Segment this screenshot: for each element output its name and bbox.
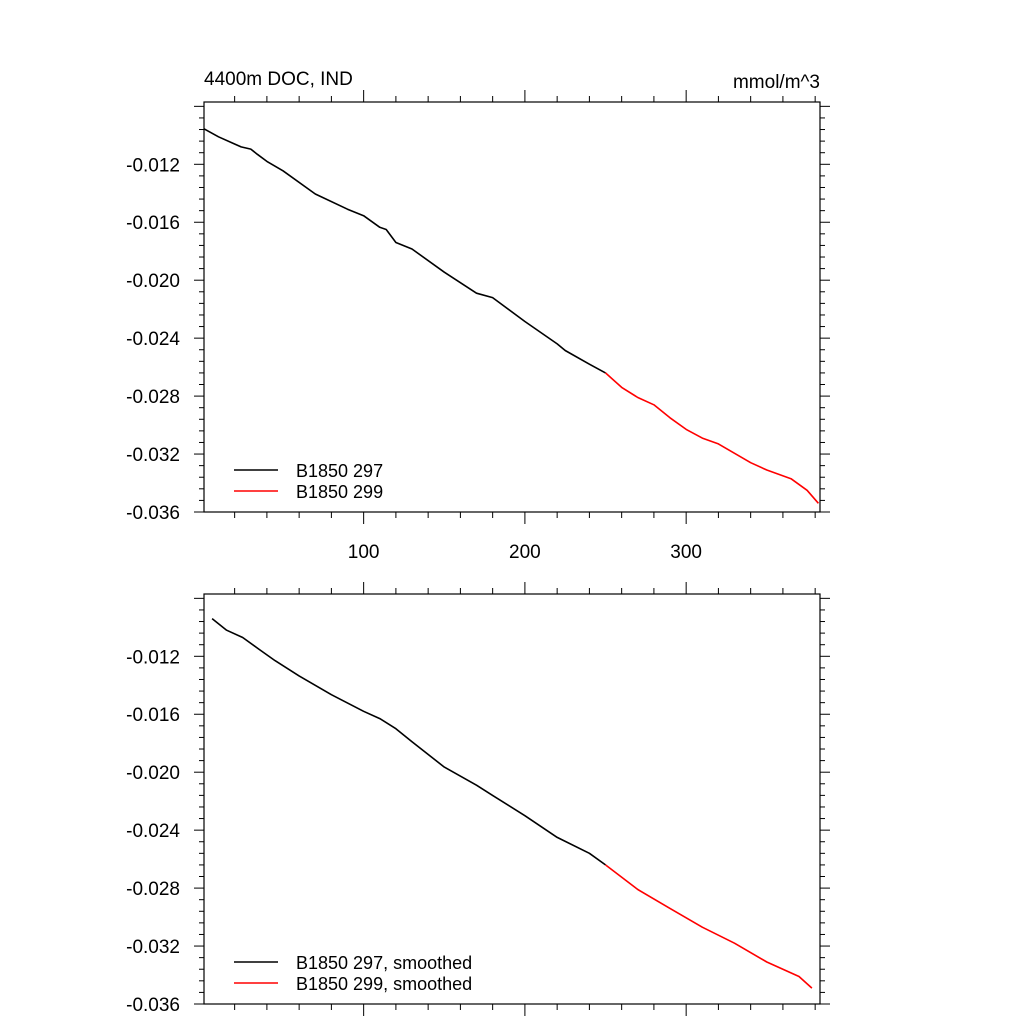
y-tick-label: -0.016	[126, 705, 180, 726]
y-tick-label: -0.024	[126, 821, 180, 842]
tick-marks	[194, 582, 830, 1016]
y-tick-label: -0.028	[126, 879, 180, 900]
y-tick-label: -0.036	[126, 995, 180, 1016]
y-tick-label: -0.032	[126, 445, 180, 466]
top-panel: 4400m DOC, IND mmol/m^3 -0.012-0.016-0.0…	[126, 69, 830, 563]
series-line-2	[605, 864, 813, 989]
series-line-2	[604, 372, 820, 504]
y-tick-label: -0.016	[126, 213, 180, 234]
legend-label: B1850 299	[296, 482, 383, 502]
tick-labels: -0.012 -0.016 -0.020 -0.024 -0.028 -0.032 -0.0…	[126, 647, 180, 1016]
legend-label: B1850 297	[296, 461, 383, 481]
x-tick-label: 100	[348, 542, 380, 563]
x-tick-label: 300	[670, 542, 702, 563]
y-tick-label: -0.012	[126, 647, 180, 668]
series-line-1	[203, 128, 606, 374]
bottom-panel: -0.012 -0.016 -0.020 -0.024 -0.028 -0.032 -0.0…	[126, 582, 830, 1016]
legend-label: B1850 299, smoothed	[296, 974, 472, 994]
tick-labels: -0.012 -0.016 -0.020 -0.024 -0.028 -0.032 -0.0…	[126, 155, 702, 563]
series-lines	[203, 128, 820, 504]
panel-title-right: mmol/m^3	[733, 72, 820, 93]
y-tick-label: -0.036	[126, 503, 180, 524]
tick-marks	[194, 90, 830, 524]
x-tick-label: 200	[509, 542, 541, 563]
y-tick-label: -0.020	[126, 763, 180, 784]
plot-frame	[203, 593, 821, 1005]
y-tick-label: -0.012	[126, 155, 180, 176]
series-line-1	[211, 617, 606, 866]
y-tick-label: -0.024	[126, 329, 180, 350]
y-tick-label: -0.032	[126, 937, 180, 958]
y-tick-label: -0.020	[126, 271, 180, 292]
legend-label: B1850 297, smoothed	[296, 953, 472, 973]
plot-frame	[203, 101, 821, 513]
panel-title-left: 4400m DOC, IND	[204, 69, 353, 90]
series-lines	[211, 617, 813, 989]
y-tick-label: -0.028	[126, 387, 180, 408]
